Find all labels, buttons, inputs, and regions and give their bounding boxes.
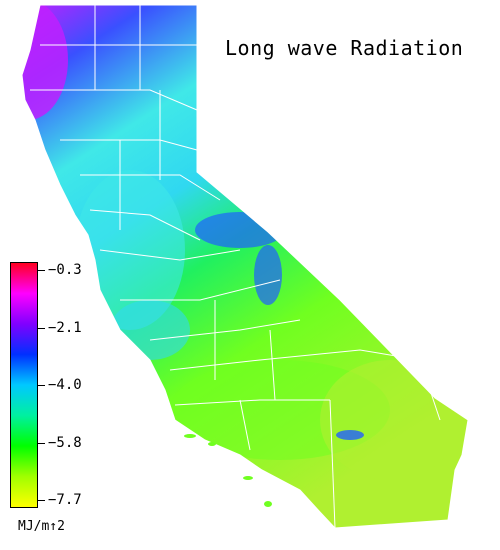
unit-label: MJ/m↑2 bbox=[18, 519, 65, 534]
legend-tick-label: −7.7 bbox=[48, 492, 82, 508]
color-scale-bar bbox=[10, 262, 38, 508]
legend-tick-mark bbox=[38, 385, 45, 386]
salton-spot bbox=[336, 430, 364, 440]
county-boundaries bbox=[30, 5, 441, 529]
legend-tick-label: −5.8 bbox=[48, 434, 82, 451]
coast-zone bbox=[110, 300, 190, 360]
valley-zone bbox=[75, 170, 185, 330]
sierra-zone-2 bbox=[254, 245, 282, 305]
legend-tick-mark bbox=[38, 270, 45, 271]
state-outline bbox=[21, 4, 469, 529]
legend-tick-label: −4.0 bbox=[48, 377, 82, 393]
legend-tick-label: −0.3 bbox=[48, 262, 82, 278]
desert-zone bbox=[320, 360, 460, 480]
sierra-zone bbox=[195, 212, 285, 248]
legend-tick-mark bbox=[38, 327, 45, 329]
legend-tick-mark bbox=[38, 500, 45, 501]
channel-islands bbox=[184, 434, 272, 507]
legend-tick-mark bbox=[38, 442, 45, 444]
map-title: Long wave Radiation bbox=[225, 36, 464, 60]
legend-tick-label: −2.1 bbox=[48, 319, 82, 336]
